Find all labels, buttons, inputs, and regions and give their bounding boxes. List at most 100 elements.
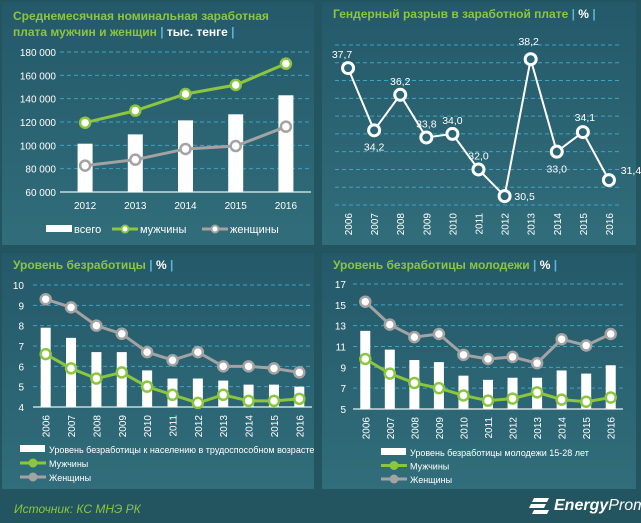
legend-label: женщины — [230, 224, 279, 236]
data-point — [39, 347, 52, 361]
data-label: 38,2 — [518, 36, 539, 48]
legend-label: Уровень безработицы молодежи 15-28 лет — [410, 448, 589, 458]
data-point — [78, 116, 92, 129]
y-tick-label: 9 — [340, 363, 346, 374]
x-tick-label: 2008 — [92, 415, 103, 438]
data-point — [115, 327, 129, 341]
x-tick-label: 2012 — [501, 213, 512, 236]
data-label: 37,7 — [332, 49, 353, 61]
x-tick-label: 2010 — [143, 415, 154, 438]
data-point — [432, 381, 446, 395]
data-point — [530, 356, 544, 370]
data-point — [432, 327, 446, 341]
panel-unemployment — [2, 253, 314, 489]
data-label: 33,8 — [416, 118, 437, 130]
title-text: Уровень безработицы молодежи — [333, 258, 530, 272]
x-tick-label: 2006 — [42, 415, 53, 438]
x-tick-label: 2016 — [605, 213, 616, 236]
x-tick-label: 2013 — [533, 417, 544, 440]
x-tick-label: 2014 — [553, 213, 564, 236]
data-point — [579, 395, 593, 408]
x-tick-label: 2009 — [435, 417, 446, 440]
source-note: Источник: КС МНЭ РК — [14, 502, 141, 516]
y-tick-label: 140 000 — [20, 95, 57, 106]
legend-swatch-bar — [381, 448, 406, 455]
data-point — [229, 139, 242, 153]
y-tick-label: 10 — [13, 281, 25, 292]
legend-swatch-marker — [120, 224, 130, 234]
x-tick-label: 2008 — [396, 213, 407, 236]
data-point — [64, 301, 78, 314]
legend-swatch-bar — [46, 225, 72, 232]
y-tick-label: 60 000 — [25, 188, 56, 199]
y-tick-label: 7 — [340, 384, 346, 395]
data-point — [191, 345, 205, 359]
x-tick-label: 2012 — [194, 415, 205, 438]
data-point — [601, 173, 616, 188]
chart-title-gender-gap: Гендерный разрыв в заработной плате | % … — [333, 7, 596, 21]
bar — [192, 378, 203, 407]
y-tick-label: 6 — [18, 362, 24, 373]
data-point — [242, 394, 255, 408]
data-point — [445, 126, 460, 141]
x-tick-label: 2011 — [169, 415, 180, 437]
y-tick-label: 17 — [335, 280, 347, 291]
legend-label: Женщины — [410, 475, 452, 485]
y-tick-label: 100 000 — [20, 141, 57, 152]
data-point — [179, 87, 192, 101]
chart-title-salary: Среднемесячная номинальная заработная пл… — [13, 9, 269, 39]
x-tick-label: 2006 — [344, 213, 355, 236]
data-point — [383, 367, 397, 380]
logo-text-light: Prom — [608, 497, 641, 514]
data-point — [530, 386, 544, 399]
x-tick-label: 2009 — [118, 415, 129, 438]
x-tick-label: 2016 — [607, 417, 618, 440]
y-tick-label: 160 000 — [20, 71, 57, 82]
data-label: 33,0 — [547, 164, 568, 176]
data-point — [229, 78, 242, 92]
bar — [360, 330, 371, 409]
bar — [228, 114, 244, 192]
legend-swatch-marker — [210, 224, 220, 234]
data-point — [78, 159, 92, 172]
data-point — [604, 327, 617, 341]
data-point — [604, 391, 617, 404]
data-point — [359, 295, 372, 308]
data-point — [267, 394, 281, 408]
logo-text-bold: Energy — [554, 497, 609, 514]
y-tick-label: 80 000 — [25, 165, 56, 176]
bar — [278, 95, 294, 192]
y-tick-label: 5 — [18, 383, 24, 394]
legend-swatch-marker — [28, 458, 38, 468]
bar — [116, 352, 127, 407]
x-tick-label: 2015 — [270, 415, 281, 438]
energyprom-logo: EnergyProm — [528, 497, 641, 515]
x-tick-label: 2013 — [527, 213, 538, 236]
y-tick-label: 120 000 — [20, 118, 57, 129]
data-point — [471, 162, 486, 177]
data-point — [191, 396, 205, 410]
data-point — [90, 319, 103, 332]
title-text: Уровень безработицы — [13, 258, 146, 272]
y-tick-label: 13 — [335, 322, 347, 333]
x-tick-label: 2015 — [225, 201, 248, 212]
x-tick-label: 2012 — [509, 417, 520, 440]
data-point — [481, 352, 495, 366]
data-point — [497, 189, 512, 204]
legend-label: Мужчины — [410, 462, 449, 472]
legend-label: Мужчины — [49, 459, 88, 469]
bar — [178, 120, 193, 192]
y-tick-label: 11 — [336, 343, 347, 354]
bar — [605, 365, 616, 409]
data-point — [408, 376, 421, 390]
x-tick-label: 2013 — [124, 201, 147, 212]
x-tick-label: 2006 — [361, 417, 372, 440]
data-label: 31,4 — [621, 165, 641, 177]
data-point — [242, 360, 255, 373]
panel-youth-unemployment — [322, 253, 636, 489]
legend-label: Уровень безработицы к населению в трудос… — [49, 445, 314, 455]
x-tick-label: 2009 — [422, 213, 433, 236]
y-tick-label: 9 — [18, 301, 24, 312]
data-point — [383, 318, 397, 331]
